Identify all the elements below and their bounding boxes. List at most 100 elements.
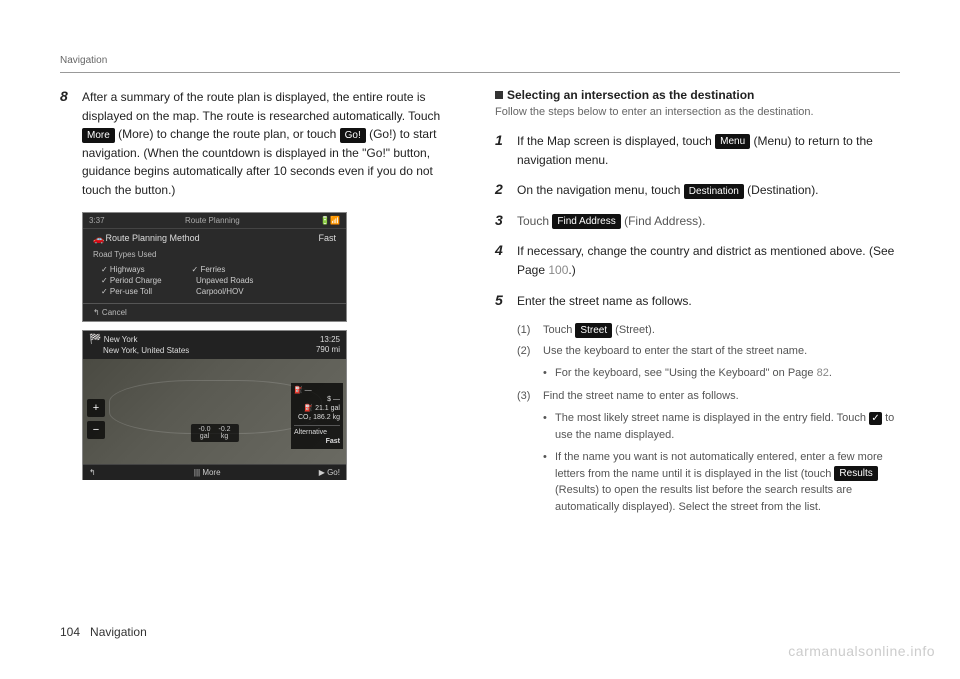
step-body: Touch Find Address (Find Address).: [517, 212, 900, 231]
step-body: If necessary, change the country and dis…: [517, 242, 900, 279]
ss2-header: 🏁 New York New York, United States 13:25…: [83, 331, 346, 359]
header-section: Navigation: [60, 55, 900, 66]
step-num: 1: [495, 132, 517, 169]
sub-num: (3): [517, 388, 543, 405]
ss2-sidepanel: ⛽ — $ — ⛽ 21.1 gal CO₂ 186.2 kg Alternat…: [291, 383, 343, 450]
ss-method-value: Fast: [318, 233, 336, 243]
substep-3: (3) Find the street name to enter as fol…: [517, 388, 900, 405]
step-3: 3 Touch Find Address (Find Address).: [495, 212, 900, 231]
step-1: 1 If the Map screen is displayed, touch …: [495, 132, 900, 169]
ss-types-label: Road Types Used: [83, 247, 346, 262]
ss-time: 3:37: [89, 216, 105, 225]
sub-body: Use the keyboard to enter the start of t…: [543, 343, 900, 360]
bullet-body: The most likely street name is displayed…: [555, 410, 900, 443]
flag-icon: 🏁: [89, 334, 101, 346]
text: The most likely street name is displayed…: [555, 412, 869, 424]
step-num: 8: [60, 88, 82, 200]
text: .): [568, 263, 575, 277]
sub-body: Find the street name to enter as follows…: [543, 388, 900, 405]
ss2-gauge: -0.0 gal -0.2 kg: [190, 424, 238, 442]
step-5: 5 Enter the street name as follows.: [495, 292, 900, 311]
text: Touch: [543, 324, 575, 336]
ss2-go: ▶ Go!: [319, 468, 340, 477]
header-rule: [60, 72, 900, 73]
step-num: 2: [495, 181, 517, 200]
ss-title: Route Planning: [105, 216, 321, 225]
columns: 8 After a summary of the route plan is d…: [60, 88, 900, 521]
ss2-right: 13:25 790 mi: [316, 335, 340, 354]
page-ref: 100: [548, 263, 568, 277]
watermark: carmanualsonline.info: [788, 643, 935, 659]
text: (Destination).: [747, 183, 818, 197]
ss2-map: + − ⛽ — $ — ⛽ 21.1 gal CO₂ 186.2 kg Alte…: [83, 359, 346, 464]
ss2-back: ↰: [89, 468, 96, 477]
ss2-bottom: ↰ ||| More ▶ Go!: [83, 464, 346, 480]
step-body: If the Map screen is displayed, touch Me…: [517, 132, 900, 169]
ss-method-row: 🚗 Route Planning Method Fast: [83, 229, 346, 247]
ss2-city: New York: [104, 335, 138, 344]
sub-num: (2): [517, 343, 543, 360]
ss-checks-left: ✓ Highways ✓ Period Charge ✓ Per-use Tol…: [101, 264, 162, 298]
find-address-button: Find Address: [552, 214, 620, 229]
text: (More) to change the route plan, or touc…: [118, 127, 339, 141]
sub-body: Touch Street (Street).: [543, 322, 900, 339]
step-num: 3: [495, 212, 517, 231]
left-column: 8 After a summary of the route plan is d…: [60, 88, 465, 521]
map-screenshot: 🏁 New York New York, United States 13:25…: [82, 330, 347, 480]
more-button: More: [82, 128, 115, 143]
ss-checks-right: ✓ Ferries Unpaved Roads Carpool/HOV: [192, 264, 254, 298]
ss-icons: 🔋📶: [320, 216, 340, 225]
text: On the navigation menu, touch: [517, 183, 684, 197]
zoom-out-icon: −: [87, 421, 105, 439]
go-button: Go!: [340, 128, 366, 143]
text: Touch: [517, 214, 552, 228]
text: For the keyboard, see "Using the Keyboar…: [555, 367, 817, 379]
ss2-zoom-controls: + −: [87, 399, 105, 439]
ss-cancel: ↰ Cancel: [83, 303, 346, 321]
footer: 104 Navigation: [60, 625, 147, 639]
checkmark-button: ✓: [869, 412, 882, 425]
bullet-dot-icon: •: [543, 410, 555, 443]
route-planning-screenshot: 3:37 Route Planning 🔋📶 🚗 Route Planning …: [82, 212, 347, 323]
ss-statusbar: 3:37 Route Planning 🔋📶: [83, 213, 346, 229]
ss2-more: ||| More: [194, 468, 221, 477]
bullet-dot-icon: •: [543, 365, 555, 382]
text: (Find Address).: [624, 214, 705, 228]
text: After a summary of the route plan is dis…: [82, 90, 440, 123]
ss2-full: New York, United States: [103, 346, 189, 355]
step-body: Enter the street name as follows.: [517, 292, 900, 311]
footer-label: Navigation: [90, 625, 147, 639]
ss-checks: ✓ Highways ✓ Period Charge ✓ Per-use Tol…: [83, 262, 346, 304]
text: .: [829, 367, 832, 379]
bullet-results: • If the name you want is not automatica…: [543, 449, 900, 515]
ss2-dist: 790 mi: [316, 345, 340, 354]
text: (Street).: [615, 324, 655, 336]
page-ref: 82: [817, 367, 829, 379]
step-4: 4 If necessary, change the country and d…: [495, 242, 900, 279]
bullet-body: If the name you want is not automaticall…: [555, 449, 900, 515]
bullet-dot-icon: •: [543, 449, 555, 515]
right-column: Selecting an intersection as the destina…: [495, 88, 900, 521]
ss2-location: 🏁 New York New York, United States: [89, 334, 189, 356]
page-number: 104: [60, 625, 80, 639]
step-2: 2 On the navigation menu, touch Destinat…: [495, 181, 900, 200]
section-subtitle: Follow the steps below to enter an inter…: [495, 106, 900, 118]
step-body: After a summary of the route plan is dis…: [82, 88, 465, 200]
street-button: Street: [575, 323, 612, 338]
section-title: Selecting an intersection as the destina…: [495, 88, 900, 102]
results-button: Results: [834, 466, 877, 481]
step-num: 4: [495, 242, 517, 279]
text: (Results) to open the results list befor…: [555, 484, 852, 513]
ss2-clock: 13:25: [320, 335, 340, 344]
step-body: On the navigation menu, touch Destinatio…: [517, 181, 900, 200]
menu-button: Menu: [715, 134, 750, 149]
gauge-icon: ⛽ —: [294, 386, 340, 395]
ss-method-label: 🚗 Route Planning Method: [93, 233, 200, 243]
step-8: 8 After a summary of the route plan is d…: [60, 88, 465, 200]
text: If the Map screen is displayed, touch: [517, 134, 715, 148]
bullet-body: For the keyboard, see "Using the Keyboar…: [555, 365, 900, 382]
bullet-likely-name: • The most likely street name is display…: [543, 410, 900, 443]
substep-2: (2) Use the keyboard to enter the start …: [517, 343, 900, 360]
square-bullet-icon: [495, 91, 503, 99]
destination-button: Destination: [684, 184, 744, 199]
